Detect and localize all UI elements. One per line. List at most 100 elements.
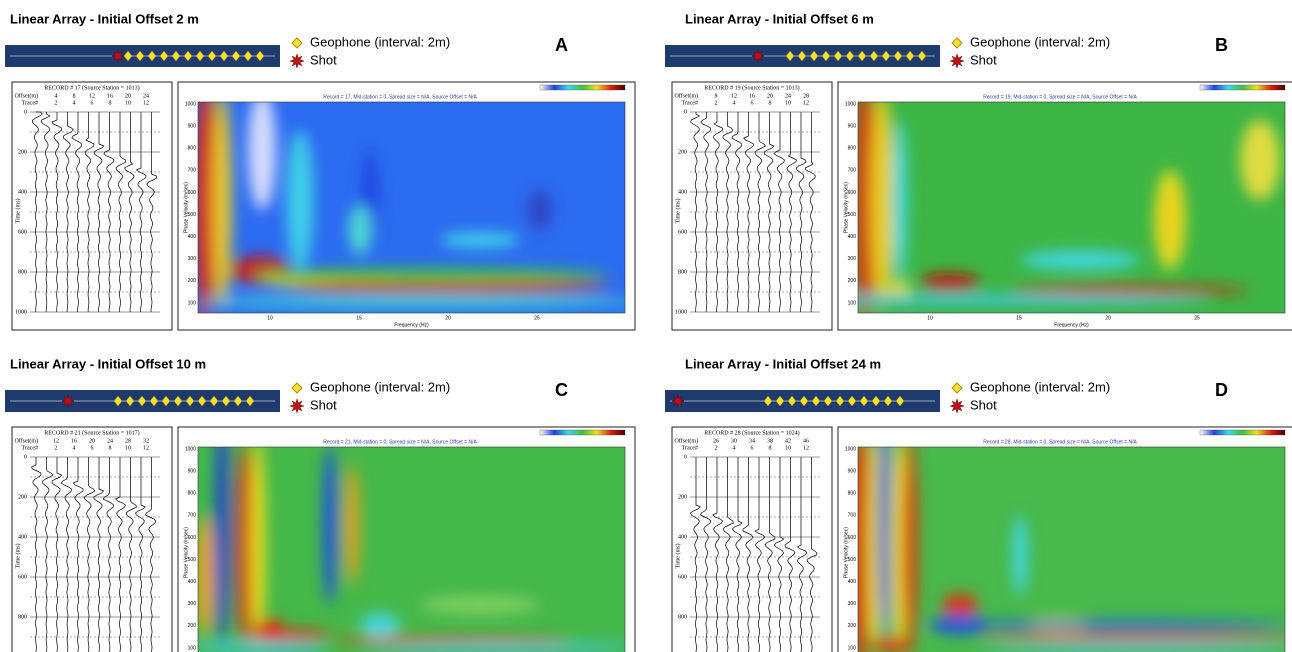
offset-value: 28 — [803, 93, 809, 99]
colorbar — [539, 84, 626, 91]
energy-blob — [950, 620, 1285, 630]
seismic-trace — [60, 457, 72, 652]
y-tick-label: 100 — [848, 300, 857, 306]
energy-blob — [250, 629, 330, 641]
offset-value: 20 — [125, 93, 131, 99]
trace-value: 10 — [125, 100, 131, 106]
seismic-trace — [700, 112, 712, 312]
geophone — [811, 395, 821, 407]
offset-value: 8 — [715, 93, 718, 99]
record-box — [11, 426, 173, 652]
time-tick: 800 — [678, 614, 687, 620]
y-tick-label: 200 — [188, 278, 197, 284]
geophone — [845, 50, 855, 62]
y-tick-label: 100 — [188, 645, 197, 651]
trace-value: 4 — [73, 445, 76, 451]
panel: Linear Array - Initial Offset 2 m Geophon… — [5, 11, 636, 331]
geophone — [833, 50, 843, 62]
image-blobs — [198, 102, 625, 313]
legend-geophone: Geophone (interval: 2m) — [970, 379, 1110, 394]
y-tick-label: 300 — [848, 601, 857, 607]
x-tick-label: 10 — [927, 315, 933, 321]
y-tick-label: 1000 — [185, 446, 196, 452]
geophone — [197, 395, 207, 407]
trace-value: 12 — [803, 100, 809, 106]
y-tick-label: 100 — [188, 300, 197, 306]
geophone — [763, 395, 773, 407]
offset-label: Offset(m) — [674, 92, 698, 99]
energy-blob — [360, 642, 625, 652]
y-tick-label: 600 — [848, 535, 857, 541]
y-tick-label: 200 — [188, 623, 197, 629]
y-tick-label: 300 — [188, 256, 197, 262]
dispersion-image — [198, 447, 625, 652]
record-header: RECORD # 19 (Source Station = 1013) — [704, 84, 799, 91]
time-tick: 400 — [18, 189, 27, 195]
y-tick-label: 400 — [188, 234, 197, 240]
energy-blob — [858, 294, 1210, 306]
trace-value: 8 — [769, 100, 772, 106]
geophone — [209, 395, 219, 407]
trace-value: 4 — [733, 100, 736, 106]
offset-value: 16 — [107, 93, 113, 99]
legend-shot-icon — [949, 398, 965, 414]
offset-value: 28 — [125, 438, 131, 444]
energy-blob — [528, 190, 552, 230]
energy-blob — [236, 447, 254, 645]
geophone — [161, 395, 171, 407]
panel: Linear Array - Initial Offset 6 m Geophon… — [665, 11, 1292, 331]
y-axis-label: Phase Velocity (m/sec) — [183, 182, 189, 233]
y-tick-label: 900 — [848, 468, 857, 474]
trace-value: 6 — [91, 100, 94, 106]
trace-value: 10 — [785, 445, 791, 451]
seismic-trace — [40, 112, 51, 312]
energy-blob — [980, 634, 1285, 642]
geophone — [809, 50, 819, 62]
y-tick-label: 200 — [848, 278, 857, 284]
dispersion-caption: Record = 17, Mid-station = 0, Spread siz… — [323, 94, 477, 100]
seismic-trace — [786, 112, 797, 313]
time-tick: 400 — [18, 534, 27, 540]
energy-blob — [360, 613, 400, 637]
trace-label: Trace# — [682, 445, 698, 451]
seismic-trace — [690, 112, 701, 312]
seismic-trace — [743, 112, 754, 313]
energy-blob — [286, 130, 314, 270]
legend-shot: Shot — [310, 52, 337, 67]
energy-blob — [892, 120, 908, 280]
panel: Linear Array - Initial Offset 24 m Geopho… — [665, 356, 1292, 652]
energy-blob — [420, 595, 540, 615]
image-base — [198, 447, 625, 652]
seismic-trace — [93, 457, 105, 652]
trace-value: 8 — [109, 100, 112, 106]
seismic-trace — [84, 112, 95, 313]
seismic-trace — [754, 457, 766, 652]
trace-value: 2 — [55, 100, 58, 106]
y-tick-label: 1000 — [845, 101, 856, 107]
energy-blob — [1020, 250, 1140, 270]
time-tick: 600 — [18, 229, 27, 235]
time-tick: 0 — [684, 109, 687, 115]
legend-shot: Shot — [970, 52, 997, 67]
time-tick: 800 — [18, 269, 27, 275]
shot-icon — [61, 394, 75, 408]
seismic-trace — [30, 457, 42, 652]
x-tick-label: 15 — [1016, 315, 1022, 321]
y-tick-label: 600 — [188, 190, 197, 196]
offset-value: 32 — [143, 438, 149, 444]
panel-letter: B — [1215, 35, 1228, 55]
trace-label: Trace# — [22, 445, 38, 451]
y-tick-label: 900 — [188, 468, 197, 474]
geophone — [775, 395, 785, 407]
panel-title: Linear Array - Initial Offset 2 m — [10, 11, 199, 26]
energy-blob — [1010, 285, 1250, 295]
energy-blob — [200, 295, 625, 309]
seismic-trace — [784, 457, 796, 652]
record-header: RECORD # 28 (Source Station = 1024) — [704, 429, 799, 436]
trace-value: 12 — [803, 445, 809, 451]
geophone — [859, 395, 869, 407]
y-axis-label: Phase Velocity (m/sec) — [843, 527, 849, 578]
time-tick: 200 — [678, 149, 687, 155]
geophone — [895, 395, 905, 407]
